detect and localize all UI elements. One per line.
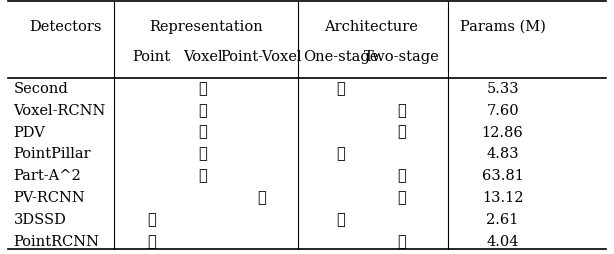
Text: ✓: ✓ bbox=[147, 213, 155, 227]
Text: PDV: PDV bbox=[14, 125, 45, 140]
Text: Voxel: Voxel bbox=[184, 50, 223, 64]
Text: 4.83: 4.83 bbox=[486, 147, 519, 161]
Text: Point-Voxel: Point-Voxel bbox=[220, 50, 302, 64]
Text: ✓: ✓ bbox=[336, 147, 345, 161]
Text: Part-A^2: Part-A^2 bbox=[14, 169, 82, 183]
Text: ✓: ✓ bbox=[397, 104, 406, 118]
Text: 4.04: 4.04 bbox=[486, 235, 519, 249]
Text: Second: Second bbox=[14, 82, 68, 96]
Text: 3DSSD: 3DSSD bbox=[14, 213, 66, 227]
Text: ✓: ✓ bbox=[199, 169, 208, 183]
Text: 13.12: 13.12 bbox=[482, 191, 523, 205]
Text: PointPillar: PointPillar bbox=[14, 147, 91, 161]
Text: ✓: ✓ bbox=[147, 235, 155, 249]
Text: Architecture: Architecture bbox=[324, 20, 418, 34]
Text: Voxel-RCNN: Voxel-RCNN bbox=[14, 104, 106, 118]
Text: ✓: ✓ bbox=[199, 125, 208, 140]
Text: 63.81: 63.81 bbox=[481, 169, 524, 183]
Text: One-stage: One-stage bbox=[303, 50, 378, 64]
Text: ✓: ✓ bbox=[336, 213, 345, 227]
Text: 2.61: 2.61 bbox=[486, 213, 519, 227]
Text: Two-stage: Two-stage bbox=[364, 50, 440, 64]
Text: 12.86: 12.86 bbox=[482, 125, 524, 140]
Text: ✓: ✓ bbox=[257, 191, 265, 205]
Text: ✓: ✓ bbox=[397, 191, 406, 205]
Text: ✓: ✓ bbox=[397, 125, 406, 140]
Text: ✓: ✓ bbox=[199, 82, 208, 96]
Text: Detectors: Detectors bbox=[29, 20, 102, 34]
Text: Representation: Representation bbox=[149, 20, 263, 34]
Text: ✓: ✓ bbox=[397, 169, 406, 183]
Text: Params (M): Params (M) bbox=[460, 20, 545, 34]
Text: ✓: ✓ bbox=[397, 235, 406, 249]
Text: ✓: ✓ bbox=[199, 147, 208, 161]
Text: 5.33: 5.33 bbox=[486, 82, 519, 96]
Text: ✓: ✓ bbox=[199, 104, 208, 118]
Text: 7.60: 7.60 bbox=[486, 104, 519, 118]
Text: Point: Point bbox=[132, 50, 170, 64]
Text: PV-RCNN: PV-RCNN bbox=[14, 191, 85, 205]
Text: PointRCNN: PointRCNN bbox=[14, 235, 99, 249]
Text: ✓: ✓ bbox=[336, 82, 345, 96]
